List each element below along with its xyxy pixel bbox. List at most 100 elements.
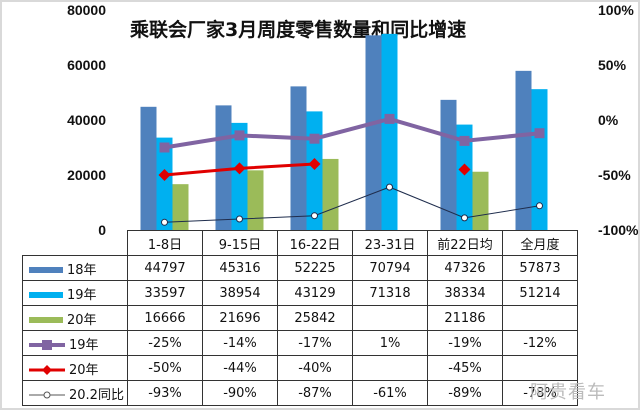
table-cell: -78% bbox=[502, 380, 578, 406]
category-label: 23-31日 bbox=[352, 230, 428, 256]
legend-swatch-20-bar bbox=[29, 317, 63, 323]
square-marker-icon bbox=[309, 133, 320, 144]
table-cell: -12% bbox=[502, 330, 578, 356]
table-row: 20年 -50% -44% -40% -45% bbox=[22, 355, 578, 381]
table-row: 20年 16666 21696 25842 21186 bbox=[22, 305, 578, 331]
bar bbox=[247, 170, 264, 230]
table-header-row: 1-8日 9-15日 16-22日 23-31日 前22日均 全月度 bbox=[23, 230, 578, 256]
left-axis-tick: 40000 bbox=[67, 112, 106, 128]
bar bbox=[472, 171, 489, 230]
table-cell: 25842 bbox=[277, 305, 353, 331]
table-row: 19年 -25% -14% -17% 1% -19% -12% bbox=[22, 330, 578, 356]
bar bbox=[515, 70, 532, 231]
bar bbox=[440, 99, 457, 230]
table-cell: -45% bbox=[427, 355, 503, 381]
bar bbox=[290, 86, 307, 230]
bar bbox=[215, 105, 232, 230]
data-table: 1-8日 9-15日 16-22日 23-31日 前22日均 全月度 18年 4… bbox=[22, 230, 578, 406]
table-cell: 71318 bbox=[352, 280, 428, 306]
table-row: 20.2同比 -93% -90% -87% -61% -89% -78% bbox=[22, 380, 578, 406]
table-cell: -93% bbox=[127, 380, 203, 406]
bar bbox=[456, 124, 473, 230]
diamond-marker-icon bbox=[158, 169, 171, 181]
square-marker-icon bbox=[534, 128, 545, 139]
table-cell: -14% bbox=[202, 330, 278, 356]
bar bbox=[140, 106, 157, 230]
table-cell: 51214 bbox=[502, 280, 578, 306]
category-label: 9-15日 bbox=[202, 230, 278, 256]
diamond-marker-icon bbox=[458, 163, 471, 176]
table-cell: 21186 bbox=[427, 305, 503, 331]
square-marker-icon bbox=[384, 113, 395, 124]
table-cell: 70794 bbox=[352, 255, 428, 281]
legend-label: 20.2同比 bbox=[69, 387, 124, 403]
category-label: 1-8日 bbox=[127, 230, 203, 256]
table-cell: -61% bbox=[352, 380, 428, 406]
circle-marker-icon bbox=[536, 202, 543, 210]
square-marker-icon bbox=[459, 135, 470, 146]
table-cell bbox=[352, 305, 428, 331]
table-cell: 21696 bbox=[202, 305, 278, 331]
bar bbox=[365, 35, 382, 231]
table-cell: 47326 bbox=[427, 255, 503, 281]
legend-swatch-yoy-line-icon bbox=[29, 391, 65, 399]
table-cell: -40% bbox=[277, 355, 353, 381]
table-cell: -25% bbox=[127, 330, 203, 356]
right-axis-tick: 100% bbox=[598, 2, 634, 18]
circle-marker-icon bbox=[161, 218, 168, 226]
table-cell: -90% bbox=[202, 380, 278, 406]
table-cell: -17% bbox=[277, 330, 353, 356]
legend-swatch-18-bar bbox=[29, 267, 63, 273]
square-marker-icon bbox=[234, 130, 245, 141]
table-cell: 57873 bbox=[502, 255, 578, 281]
legend-label: 20年 bbox=[69, 362, 99, 378]
table-cell: -44% bbox=[202, 355, 278, 381]
table-cell: 16666 bbox=[127, 305, 203, 331]
table-cell: 44797 bbox=[127, 255, 203, 281]
table-row: 19年 33597 38954 43129 71318 38334 51214 bbox=[22, 280, 578, 306]
table-cell bbox=[502, 355, 578, 381]
table-cell: 33597 bbox=[127, 280, 203, 306]
circle-marker-icon bbox=[461, 214, 468, 222]
table-cell: 52225 bbox=[277, 255, 353, 281]
left-axis-tick: 80000 bbox=[67, 2, 106, 18]
left-axis-tick: 60000 bbox=[67, 57, 106, 73]
bar bbox=[381, 33, 398, 230]
legend-label: 20年 bbox=[67, 312, 97, 328]
left-axis-tick: 0 bbox=[98, 222, 106, 238]
bar bbox=[231, 122, 248, 230]
table-cell: 43129 bbox=[277, 280, 353, 306]
category-label: 16-22日 bbox=[277, 230, 353, 256]
legend-swatch-20-line-icon bbox=[29, 365, 65, 375]
bar bbox=[531, 89, 548, 230]
square-marker-icon bbox=[159, 142, 170, 153]
right-axis-tick: 0% bbox=[598, 112, 619, 128]
legend-swatch-19-line-icon bbox=[29, 340, 65, 350]
legend-swatch-19-bar bbox=[29, 292, 63, 298]
table-cell bbox=[502, 305, 578, 331]
table-cell: 1% bbox=[352, 330, 428, 356]
right-axis-tick: -100% bbox=[598, 222, 639, 238]
line-series bbox=[164, 116, 540, 150]
right-axis-tick: -50% bbox=[598, 167, 631, 183]
legend-label: 18年 bbox=[67, 262, 97, 278]
diamond-marker-icon bbox=[308, 158, 321, 170]
table-cell: 38954 bbox=[202, 280, 278, 306]
bar bbox=[172, 184, 189, 230]
table-cell: -87% bbox=[277, 380, 353, 406]
legend-label: 19年 bbox=[67, 287, 97, 303]
category-label: 全月度 bbox=[502, 230, 578, 256]
circle-marker-icon bbox=[386, 183, 393, 191]
category-label: 前22日均 bbox=[427, 230, 503, 256]
legend-label: 19年 bbox=[69, 337, 99, 353]
watermark: 阿贵看车 bbox=[530, 382, 606, 403]
table-cell: 45316 bbox=[202, 255, 278, 281]
table-cell: 38334 bbox=[427, 280, 503, 306]
plot-area bbox=[140, 33, 548, 231]
circle-marker-icon bbox=[311, 212, 318, 220]
table-cell bbox=[352, 355, 428, 381]
table-cell: -50% bbox=[127, 355, 203, 381]
bar bbox=[156, 137, 173, 230]
circle-marker-icon bbox=[236, 215, 243, 223]
line-series bbox=[164, 186, 540, 223]
